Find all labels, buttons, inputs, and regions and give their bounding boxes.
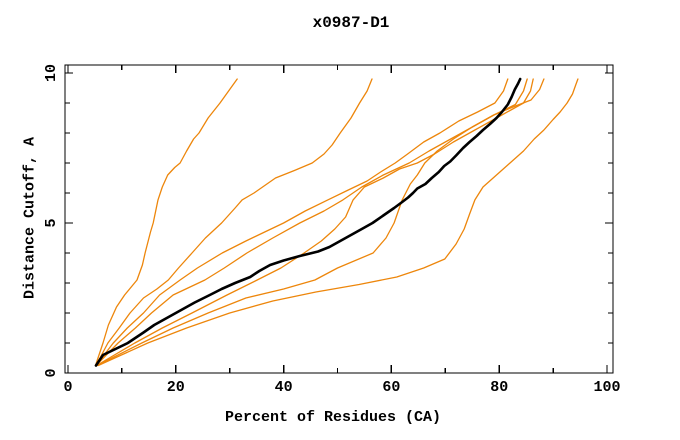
x-tick-label: 20 <box>167 379 185 396</box>
x-tick-label: 100 <box>593 379 620 396</box>
highlighted-model-curve <box>94 77 522 367</box>
y-axis-label: Distance Cutoff, A <box>21 136 39 300</box>
y-tick-label: 10 <box>43 64 60 82</box>
y-tick-label: 5 <box>43 218 60 227</box>
x-tick-label: 0 <box>63 379 72 396</box>
x-axis-label: Percent of Residues (CA) <box>224 409 442 426</box>
orange-model-7-curve <box>97 78 579 367</box>
orange-model-3-curve <box>95 78 509 367</box>
x-tick-label: 60 <box>382 379 400 396</box>
y-tick-label: 0 <box>43 368 60 377</box>
orange-model-6-curve <box>96 78 545 367</box>
x-tick-label: 40 <box>275 379 293 396</box>
orange-model-5-curve <box>95 78 534 367</box>
x-tick-label: 80 <box>490 379 508 396</box>
plot-frame <box>64 64 614 374</box>
orange-model-1-curve <box>94 78 238 367</box>
chart-title: x0987-D1 <box>312 14 390 32</box>
orange-model-2-curve <box>95 78 373 367</box>
